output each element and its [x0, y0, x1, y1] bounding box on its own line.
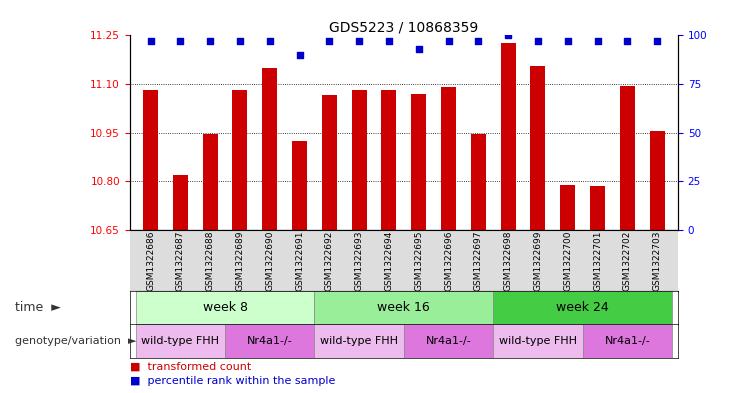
Bar [441, 87, 456, 230]
Bar [322, 95, 337, 230]
Point [205, 38, 216, 44]
Bar [411, 94, 426, 230]
Text: week 24: week 24 [556, 301, 609, 314]
Bar [292, 141, 307, 230]
Point [473, 38, 485, 44]
Text: ■  percentile rank within the sample: ■ percentile rank within the sample [130, 376, 335, 386]
Bar [582, 324, 672, 358]
Text: wild-type FHH: wild-type FHH [320, 336, 398, 346]
Text: Nr4a1-/-: Nr4a1-/- [247, 336, 293, 346]
Bar [404, 324, 494, 358]
Point [622, 38, 634, 44]
Bar [225, 324, 314, 358]
Bar [143, 90, 158, 230]
Bar [650, 131, 665, 230]
Point [144, 38, 156, 44]
Bar [620, 86, 635, 230]
Title: GDS5223 / 10868359: GDS5223 / 10868359 [329, 20, 479, 34]
Bar [173, 175, 187, 230]
Text: Nr4a1-/-: Nr4a1-/- [605, 336, 651, 346]
Text: genotype/variation  ►: genotype/variation ► [15, 336, 136, 346]
Text: Nr4a1-/-: Nr4a1-/- [425, 336, 471, 346]
Bar [501, 44, 516, 230]
Point [174, 38, 186, 44]
Bar [314, 324, 404, 358]
Bar [560, 185, 575, 230]
Bar [314, 291, 494, 324]
Bar [136, 291, 314, 324]
Bar [471, 134, 486, 230]
Point [502, 32, 514, 39]
Point [353, 38, 365, 44]
Point [383, 38, 395, 44]
Point [562, 38, 574, 44]
Point [264, 38, 276, 44]
Point [532, 38, 544, 44]
Text: ■  transformed count: ■ transformed count [130, 362, 251, 372]
Point [651, 38, 663, 44]
Text: time  ►: time ► [15, 301, 61, 314]
Bar [531, 66, 545, 230]
Point [591, 38, 603, 44]
Bar [136, 324, 225, 358]
Bar [262, 68, 277, 230]
Point [413, 46, 425, 52]
Point [323, 38, 335, 44]
Bar [382, 90, 396, 230]
Text: week 8: week 8 [202, 301, 247, 314]
Bar [352, 90, 367, 230]
Text: wild-type FHH: wild-type FHH [142, 336, 219, 346]
Bar [590, 186, 605, 230]
Point [442, 38, 454, 44]
Point [293, 51, 305, 58]
Point [234, 38, 246, 44]
Text: week 16: week 16 [377, 301, 431, 314]
Text: wild-type FHH: wild-type FHH [499, 336, 577, 346]
Bar [494, 324, 582, 358]
Bar [203, 134, 218, 230]
Bar [233, 90, 247, 230]
Bar [494, 291, 672, 324]
